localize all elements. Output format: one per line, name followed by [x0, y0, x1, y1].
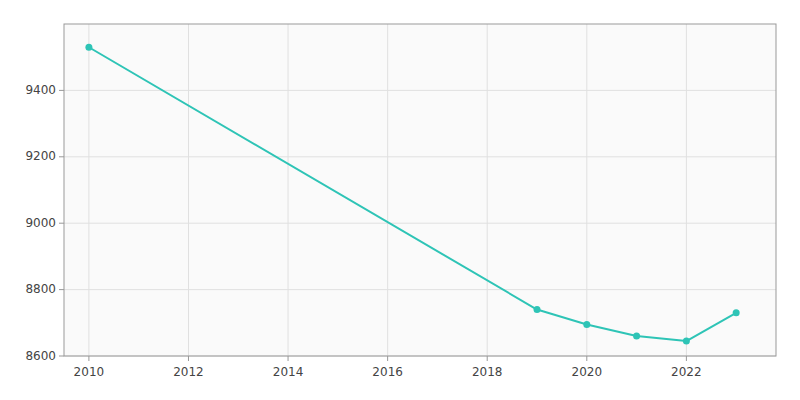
tick-label-x: 2010 [74, 365, 105, 379]
tick-y [59, 156, 64, 157]
tick-label-y: 8800 [25, 282, 56, 296]
grid [64, 24, 776, 356]
tick-label-y: 9000 [25, 216, 56, 230]
grid-line-x [188, 24, 189, 356]
tick-label-x: 2016 [372, 365, 403, 379]
grid-line-x [487, 24, 488, 356]
tick-x [188, 356, 189, 361]
tick-label-x: 2014 [273, 365, 304, 379]
point [683, 338, 690, 345]
tick-label-x: 2022 [671, 365, 702, 379]
page: {"chart_data": {"type": "line", "x": [20… [0, 0, 800, 400]
tick-label-y: 9400 [25, 83, 56, 97]
grid-line-y [64, 90, 776, 91]
grid-line-y [64, 156, 776, 157]
tick-label-x: 2020 [572, 365, 603, 379]
point [534, 306, 541, 313]
grid-line-x [387, 24, 388, 356]
point [633, 333, 640, 340]
tick-x [686, 356, 687, 361]
tick-label-x: 2012 [173, 365, 204, 379]
tick-label-y: 8600 [25, 349, 56, 363]
tick-y [59, 289, 64, 290]
axes: 8600 8800 9000 9200 9400 2010 2012 2014 2016 2018… [25, 83, 701, 379]
tick-y [59, 356, 64, 357]
tick-label-y: 9200 [25, 149, 56, 163]
grid-line-y [64, 223, 776, 224]
point [85, 44, 92, 51]
tick-x [88, 356, 89, 361]
chart: 8600 8800 9000 9200 9400 2010 2012 2014 2016 2018… [0, 0, 800, 400]
tick-x [487, 356, 488, 361]
grid-line-x [288, 24, 289, 356]
tick-x [586, 356, 587, 361]
point [583, 321, 590, 328]
series [85, 44, 739, 345]
plot-area [64, 24, 776, 356]
grid-line-y [64, 289, 776, 290]
grid-line-x [686, 24, 687, 356]
tick-y [59, 223, 64, 224]
tick-y [59, 90, 64, 91]
grid-line-x [88, 24, 89, 356]
plot-frame [64, 24, 776, 356]
tick-label-x: 2018 [472, 365, 503, 379]
line [89, 47, 736, 341]
tick-x [387, 356, 388, 361]
grid-line-x [586, 24, 587, 356]
tick-x [288, 356, 289, 361]
point [733, 309, 740, 316]
